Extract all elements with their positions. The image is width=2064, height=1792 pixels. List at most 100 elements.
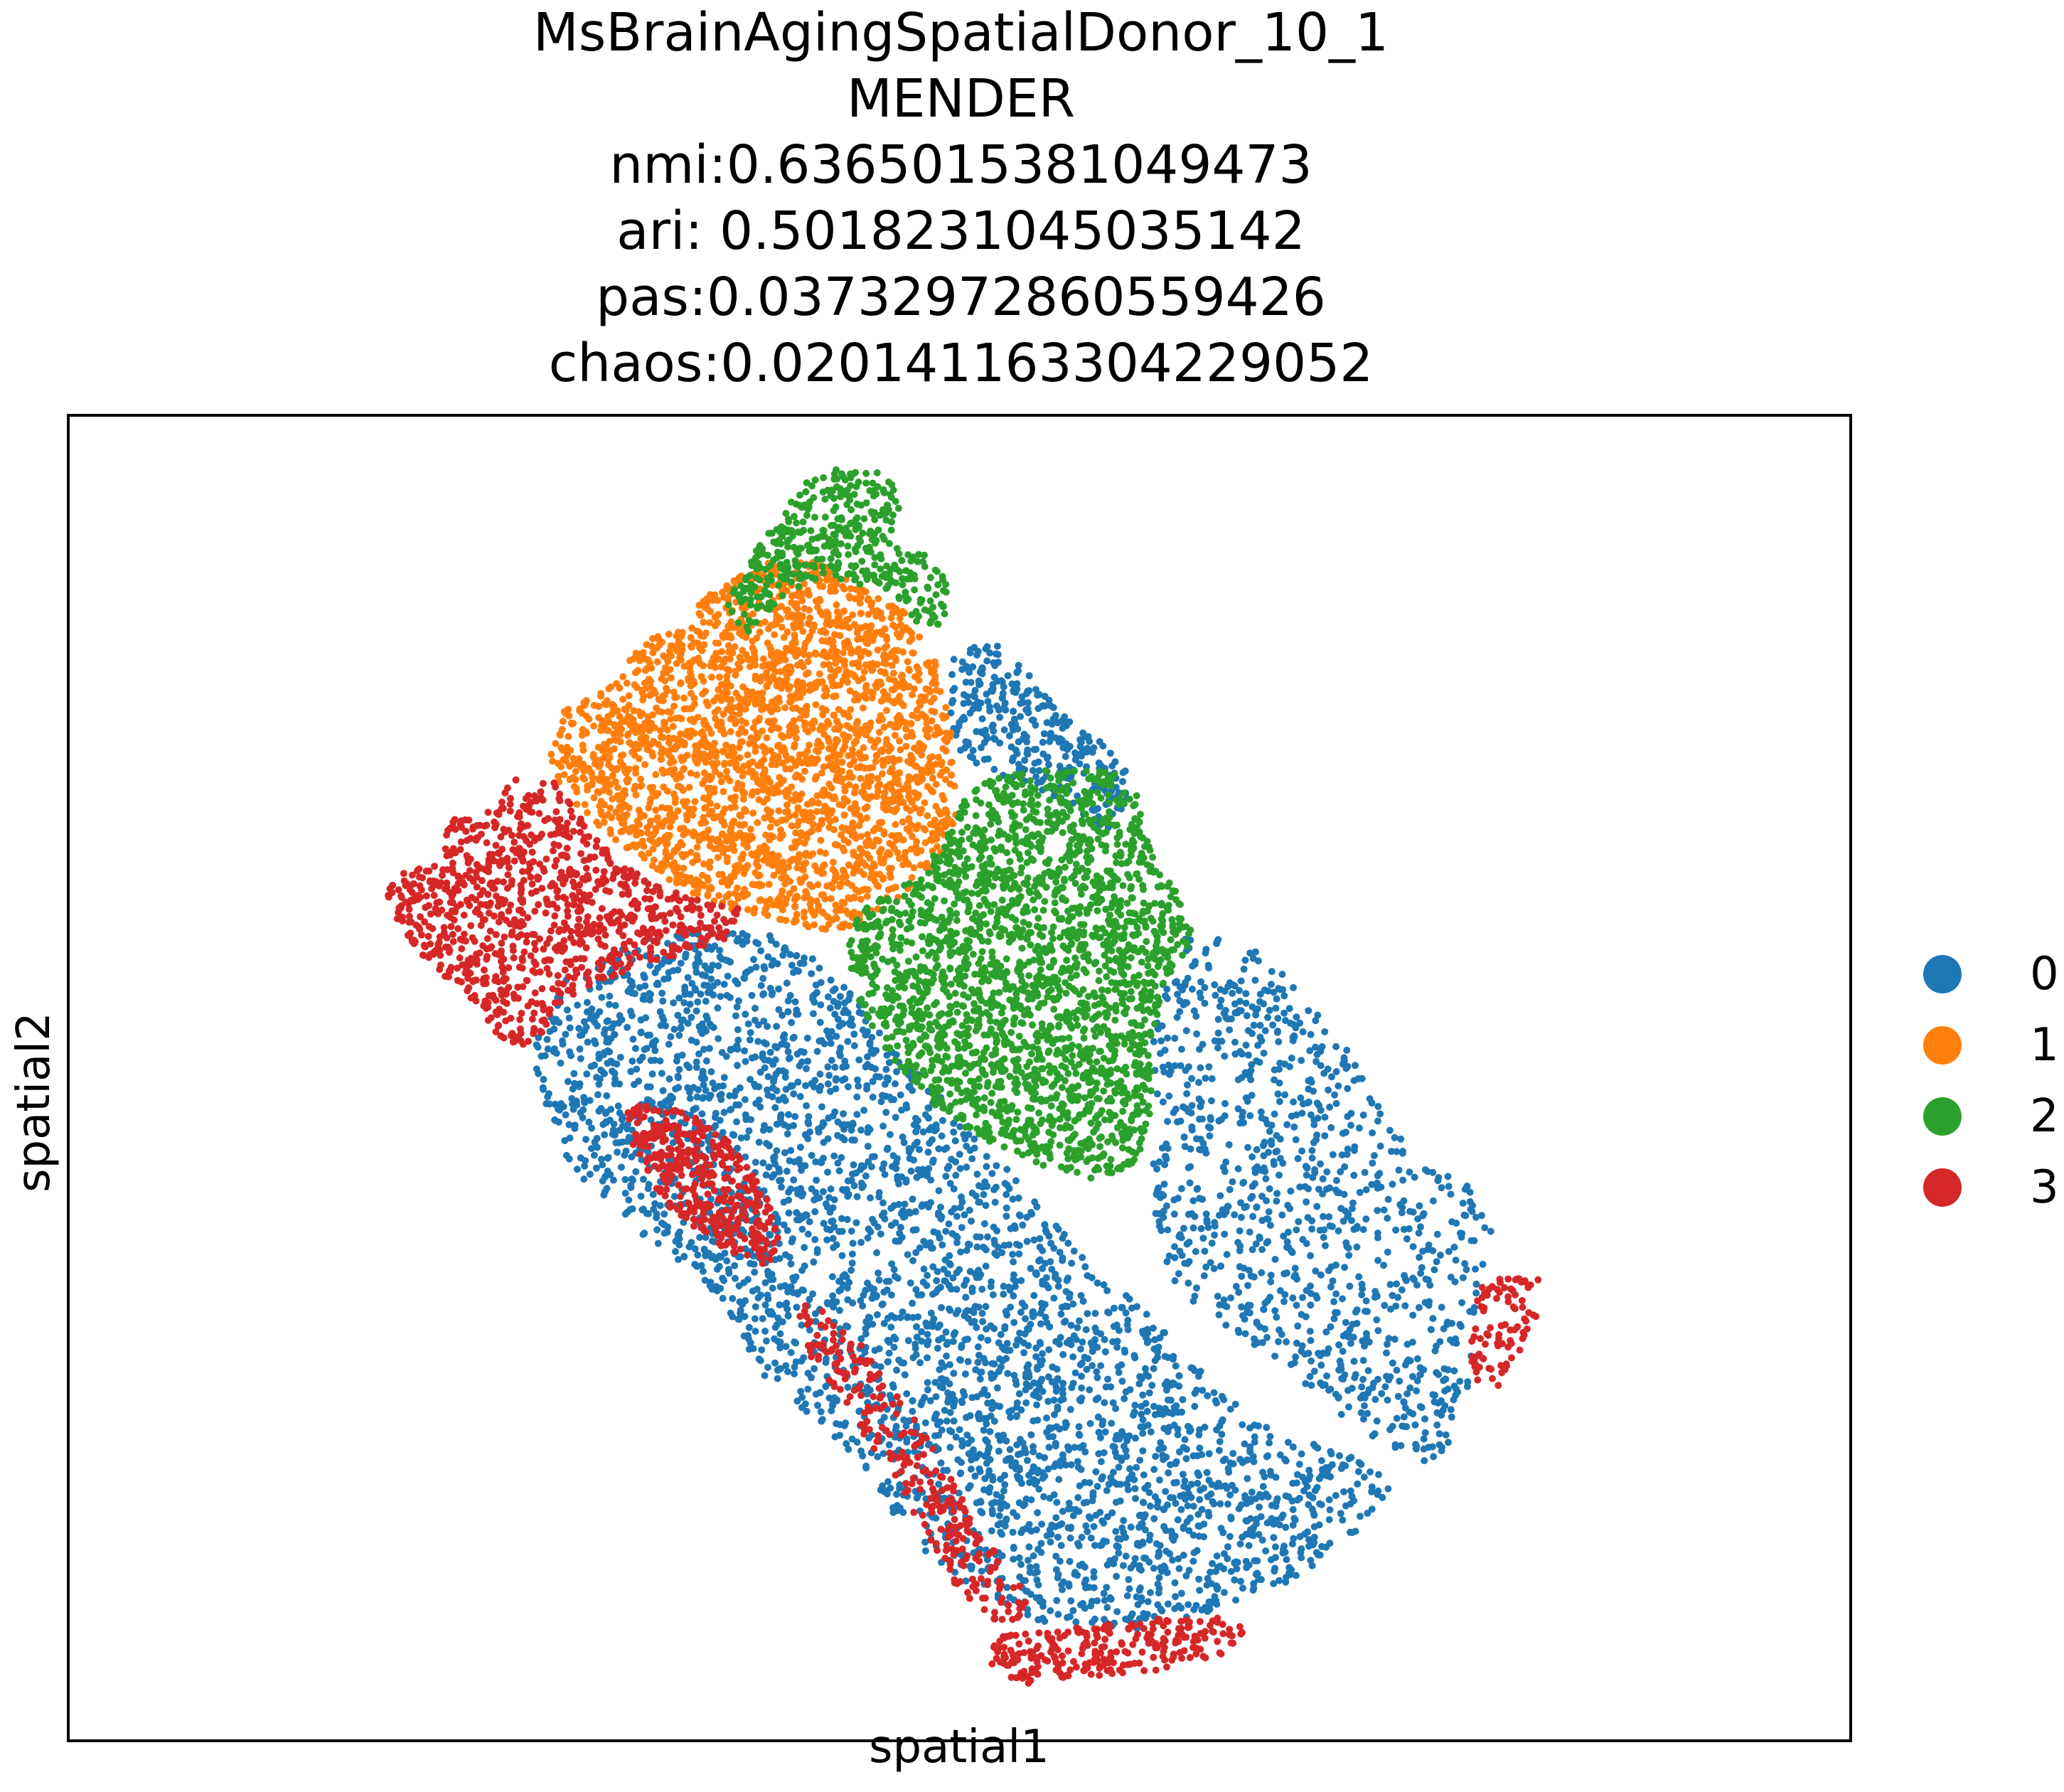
scatter-point xyxy=(980,1220,988,1227)
scatter-point xyxy=(1161,1404,1169,1412)
scatter-point xyxy=(1278,971,1286,978)
scatter-point xyxy=(764,1295,772,1303)
scatter-point xyxy=(1052,1442,1059,1450)
scatter-point xyxy=(989,721,997,729)
scatter-point xyxy=(1380,1206,1388,1214)
scatter-point xyxy=(1021,1500,1029,1508)
scatter-point xyxy=(1472,1213,1480,1221)
scatter-point xyxy=(720,1276,727,1284)
scatter-point xyxy=(1201,1247,1209,1255)
scatter-point xyxy=(1234,1559,1241,1567)
scatter-point xyxy=(1361,1168,1369,1176)
scatter-point xyxy=(701,1276,709,1284)
scatter-point xyxy=(1222,1321,1230,1329)
title-line-ari: ari: 0.5018231045035142 xyxy=(616,201,1305,262)
scatter-point xyxy=(559,1040,567,1048)
scatter-point xyxy=(1126,1465,1134,1473)
scatter-point xyxy=(1240,965,1248,973)
scatter-point xyxy=(1171,1035,1179,1042)
scatter-point xyxy=(776,1365,784,1372)
scatter-point xyxy=(1150,1365,1157,1372)
scatter-point xyxy=(1234,1076,1242,1084)
scatter-point xyxy=(1015,1250,1023,1258)
scatter-point xyxy=(594,1022,601,1030)
scatter-point xyxy=(1421,1429,1429,1436)
scatter-point xyxy=(1250,1579,1258,1587)
scatter-point xyxy=(900,1359,907,1367)
scatter-point xyxy=(642,1014,650,1022)
scatter-point xyxy=(777,1176,785,1184)
scatter-point xyxy=(969,705,977,713)
scatter-point xyxy=(1384,1485,1392,1493)
scatter-point xyxy=(1172,1500,1180,1508)
scatter-point xyxy=(1127,1564,1135,1572)
scatter-point xyxy=(968,1456,975,1463)
scatter-point xyxy=(1036,1234,1044,1242)
scatter-point xyxy=(1175,1232,1183,1240)
scatter-point xyxy=(895,1237,903,1245)
scatter-point xyxy=(670,999,678,1007)
scatter-point xyxy=(1083,1498,1091,1506)
scatter-point xyxy=(1383,1349,1390,1357)
scatter-point xyxy=(950,1417,958,1425)
scatter-point xyxy=(1267,1278,1275,1286)
scatter-point xyxy=(1078,1372,1085,1380)
scatter-point xyxy=(811,1208,819,1215)
scatter-point xyxy=(1239,1458,1246,1466)
scatter-point xyxy=(784,1130,791,1138)
scatter-point xyxy=(677,1023,685,1031)
scatter-point xyxy=(702,1012,710,1020)
scatter-point xyxy=(1114,1535,1122,1542)
scatter-point xyxy=(831,1010,839,1018)
scatter-point xyxy=(1101,1348,1109,1355)
scatter-point xyxy=(1066,1557,1074,1565)
scatter-point xyxy=(659,1087,667,1094)
scatter-point xyxy=(1406,1384,1414,1392)
scatter-point xyxy=(754,1294,762,1301)
scatter-point xyxy=(1066,1406,1074,1414)
scatter-point xyxy=(830,1152,838,1160)
scatter-point xyxy=(688,1239,695,1247)
scatter-point xyxy=(1052,1552,1060,1560)
scatter-point xyxy=(1055,738,1063,746)
scatter-point xyxy=(862,1172,870,1180)
scatter-point xyxy=(840,1121,847,1129)
scatter-point xyxy=(624,988,632,996)
scatter-point xyxy=(1421,1457,1428,1465)
scatter-point xyxy=(1023,750,1031,757)
scatter-point xyxy=(978,1567,985,1575)
scatter-point xyxy=(1017,1561,1025,1568)
scatter-point xyxy=(1298,1450,1305,1458)
scatter-point xyxy=(998,678,1006,686)
scatter-point xyxy=(771,1056,779,1064)
scatter-point xyxy=(1029,1308,1037,1316)
scatter-point xyxy=(1280,1298,1288,1306)
scatter-point xyxy=(1122,1552,1130,1560)
scatter-point xyxy=(1048,1378,1056,1386)
scatter-point xyxy=(1194,1480,1202,1487)
scatter-point xyxy=(1270,1158,1278,1166)
scatter-point xyxy=(1253,1320,1261,1328)
scatter-point xyxy=(1059,1350,1067,1358)
scatter-point xyxy=(1403,1235,1411,1243)
scatter-point xyxy=(1180,1225,1187,1232)
scatter-point xyxy=(973,651,981,659)
scatter-point xyxy=(1221,1168,1229,1175)
scatter-point xyxy=(1064,1274,1072,1282)
scatter-point xyxy=(1071,1444,1079,1451)
scatter-point xyxy=(580,1094,588,1102)
scatter-point xyxy=(792,1339,800,1347)
scatter-point xyxy=(1364,1308,1371,1316)
scatter-point xyxy=(1306,1047,1314,1055)
scatter-point xyxy=(618,1016,626,1023)
scatter-point xyxy=(567,1052,575,1060)
scatter-point xyxy=(892,1335,899,1343)
scatter-point xyxy=(1428,1443,1436,1451)
scatter-point xyxy=(636,983,643,991)
scatter-point xyxy=(705,988,713,996)
scatter-point xyxy=(1146,1503,1154,1510)
scatter-point xyxy=(1067,1321,1075,1329)
scatter-point xyxy=(879,1122,887,1130)
scatter-point xyxy=(801,1244,808,1252)
scatter-point xyxy=(980,1190,988,1198)
